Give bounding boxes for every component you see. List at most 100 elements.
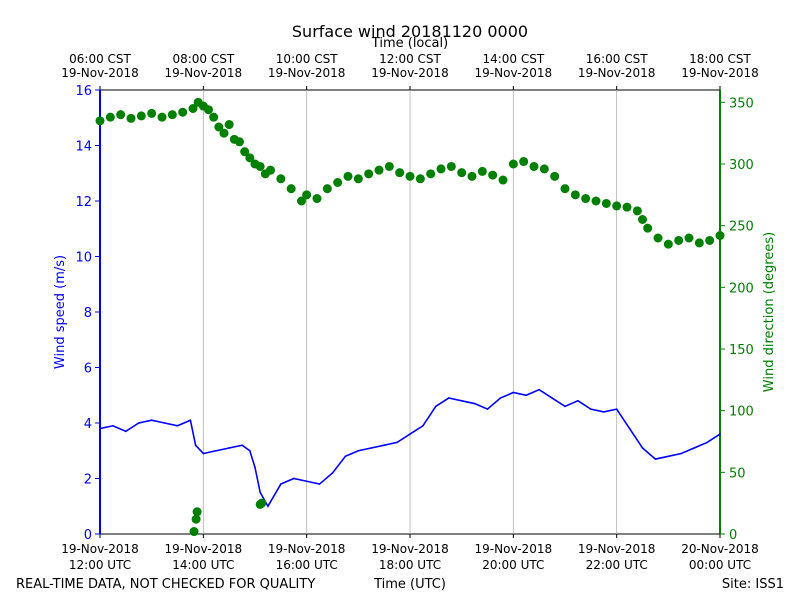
wind-direction-point bbox=[395, 168, 405, 178]
wind-speed-point bbox=[706, 441, 708, 444]
wind-speed-point bbox=[259, 491, 261, 494]
wind-speed-point bbox=[486, 408, 489, 410]
wind-speed-point bbox=[422, 424, 424, 427]
wind-speed-point bbox=[551, 397, 553, 399]
wind-speed-point bbox=[241, 444, 243, 447]
wind-speed-point bbox=[680, 452, 683, 455]
y2-tick-label: 250 bbox=[729, 220, 754, 235]
wind-speed-point bbox=[396, 441, 398, 444]
wind-direction-point bbox=[653, 233, 663, 243]
wind-speed-point bbox=[176, 424, 179, 427]
x-tick-label-date: 19-Nov-2018 bbox=[268, 542, 346, 556]
x-top-tick-label-time: 18:00 CST bbox=[689, 52, 751, 66]
wind-speed-point bbox=[357, 449, 360, 452]
wind-direction-point bbox=[467, 171, 477, 181]
wind-direction-point bbox=[384, 161, 394, 171]
wind-direction-point bbox=[705, 235, 715, 245]
wind-speed-point bbox=[150, 419, 153, 422]
x-tick-label-time: 22:00 UTC bbox=[586, 558, 648, 572]
wind-direction-point bbox=[189, 527, 199, 537]
wind-direction-point bbox=[353, 174, 363, 184]
wind-direction-point bbox=[297, 196, 306, 206]
chart-marks: 19-Nov-2018 12:00 UTC 19-Nov-2018 14:00 UTC… bbox=[61, 52, 759, 572]
x-tick-label-date: 19-Nov-2018 bbox=[578, 542, 656, 556]
wind-speed-point bbox=[473, 402, 476, 405]
y2-tick-label: 150 bbox=[729, 343, 754, 358]
wind-speed-point bbox=[564, 405, 566, 408]
x-top-tick-label-time: 14:00 CST bbox=[482, 52, 544, 66]
wind-direction-point bbox=[622, 202, 632, 212]
wind-direction-point bbox=[245, 153, 255, 163]
wind-direction-point bbox=[539, 164, 549, 174]
wind-speed-point bbox=[189, 419, 192, 422]
wind-speed-point bbox=[577, 400, 579, 402]
wind-speed-point bbox=[460, 400, 463, 402]
wind-direction-point bbox=[374, 165, 384, 175]
y-tick-label: 12 bbox=[75, 195, 92, 210]
wind-direction-point bbox=[178, 107, 188, 117]
wind-speed-point bbox=[370, 447, 373, 449]
wind-direction-point bbox=[219, 128, 229, 138]
wind-direction-point bbox=[436, 164, 446, 174]
wind-direction-point bbox=[591, 196, 601, 206]
wind-direction-point bbox=[519, 157, 529, 167]
x-top-tick-label-time: 12:00 CST bbox=[379, 52, 441, 66]
wind-direction-point bbox=[116, 110, 126, 120]
wind-speed-point bbox=[525, 394, 528, 397]
y2-tick-label: 300 bbox=[729, 158, 754, 173]
wind-direction-point bbox=[581, 194, 591, 204]
x-tick-label-time: 20:00 UTC bbox=[482, 558, 544, 572]
wind-direction-point bbox=[415, 174, 425, 184]
wind-speed-point bbox=[383, 444, 385, 447]
wind-direction-point bbox=[95, 116, 105, 126]
wind-direction-point bbox=[136, 111, 146, 121]
wind-speed-point bbox=[249, 449, 251, 452]
x-tick-label-date: 20-Nov-2018 bbox=[681, 542, 759, 556]
wind-direction-point bbox=[322, 184, 332, 194]
y2-tick-label: 200 bbox=[729, 281, 754, 296]
y-tick-label: 6 bbox=[84, 362, 92, 377]
wind-direction-point bbox=[188, 104, 198, 113]
y2-tick-label: 100 bbox=[729, 405, 754, 420]
chart-title: Surface wind 20181120 0000 bbox=[292, 22, 528, 41]
wind-direction-point bbox=[167, 110, 177, 120]
y-tick-label: 2 bbox=[84, 473, 92, 488]
x-top-tick-label-time: 06:00 CST bbox=[69, 52, 131, 66]
wind-direction-point bbox=[529, 161, 539, 171]
wind-speed-point bbox=[267, 505, 269, 508]
wind-speed-point bbox=[202, 452, 205, 455]
wind-speed-point bbox=[409, 433, 411, 435]
wind-direction-point bbox=[333, 178, 343, 187]
y-tick-label: 8 bbox=[84, 306, 92, 321]
y2-tick-label: 50 bbox=[729, 466, 746, 481]
wind-speed-point bbox=[112, 424, 114, 427]
wind-direction-point bbox=[191, 514, 201, 524]
wind-speed-point bbox=[228, 447, 230, 449]
site-label: Site: ISS1 bbox=[722, 577, 784, 592]
wind-direction-point bbox=[477, 166, 487, 176]
wind-speed-point bbox=[318, 483, 321, 485]
wind-direction-point bbox=[214, 122, 224, 132]
wind-direction-point bbox=[312, 194, 322, 204]
wind-speed-point bbox=[254, 466, 256, 469]
wind-speed-point bbox=[125, 430, 127, 433]
wind-speed-point bbox=[99, 427, 101, 430]
wind-speed-point bbox=[602, 411, 605, 413]
wind-speed-point bbox=[447, 397, 450, 399]
x-tick-label-date: 19-Nov-2018 bbox=[61, 542, 139, 556]
wind-direction-point bbox=[684, 233, 694, 243]
x-tick-label-time: 14:00 UTC bbox=[172, 558, 234, 572]
wind-speed-point bbox=[435, 405, 437, 408]
wind-direction-point bbox=[364, 169, 374, 179]
wind-speed-point bbox=[305, 480, 308, 483]
wind-direction-point bbox=[266, 165, 275, 175]
wind-direction-point bbox=[209, 112, 219, 122]
wind-speed-point bbox=[280, 483, 282, 485]
wind-direction-point bbox=[255, 161, 265, 171]
wind-speed-point bbox=[344, 455, 347, 458]
wind-direction-point bbox=[126, 113, 136, 123]
wind-direction-point bbox=[601, 198, 611, 208]
x-tick-label-time: 18:00 UTC bbox=[379, 558, 441, 572]
wind-direction-point bbox=[192, 507, 202, 517]
y-tick-label: 16 bbox=[75, 84, 92, 99]
